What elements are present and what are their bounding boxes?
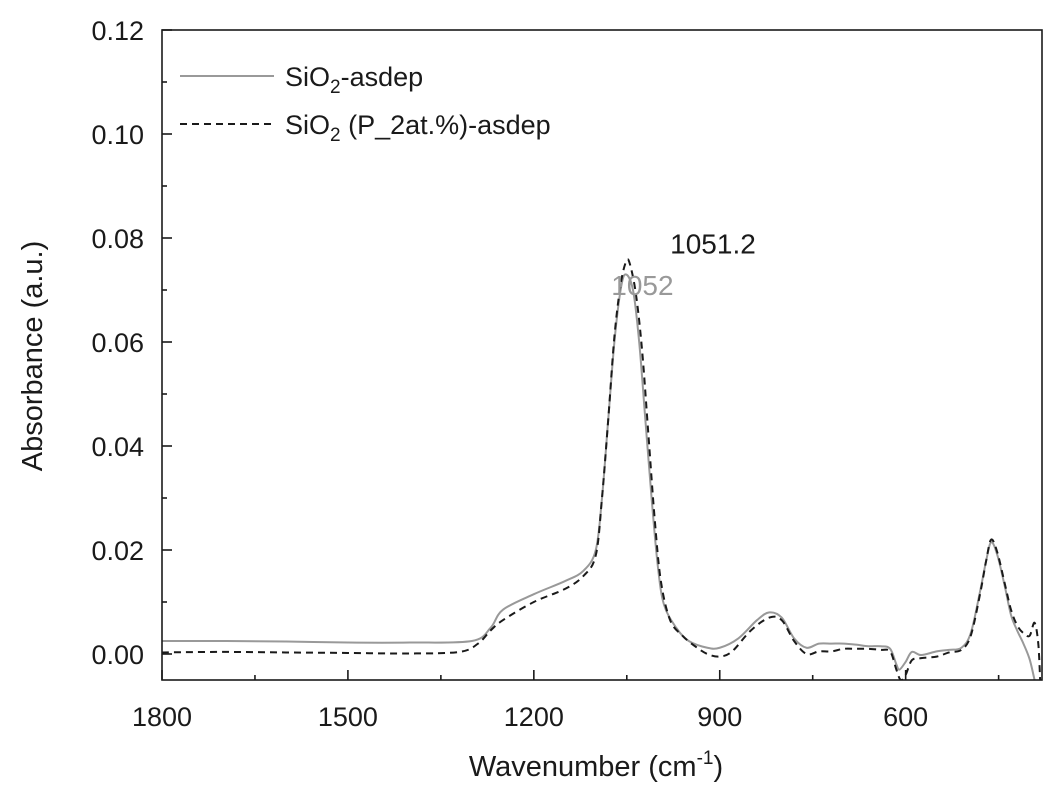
x-tick-label: 1800 (132, 702, 192, 732)
legend: SiO2-asdep SiO2 (P_2at.%)-asdep (180, 62, 551, 146)
y-tick-label: 0.08 (91, 224, 144, 254)
y-tick-label: 0.10 (91, 120, 144, 150)
peak-label-sio2-p-asdep: 1051.2 (670, 229, 756, 260)
x-axis-title: Wavenumber (cm-1) (469, 748, 723, 783)
plot-frame (161, 29, 1043, 681)
series-line-sio2-asdep (162, 273, 1036, 680)
peak-label-sio2-asdep: 1052 (611, 270, 673, 301)
y-tick-label: 0.04 (91, 432, 144, 462)
y-tick-label: 0.12 (91, 16, 144, 46)
y-tick-label: 0.00 (91, 640, 144, 670)
axis-ticks: 1800 1500 1200 900 600 0.00 0.02 0.04 0.06 0.08 0.… (91, 16, 1000, 732)
x-tick-label: 900 (697, 702, 742, 732)
legend-label-sio2-asdep: SiO2-asdep (285, 62, 423, 98)
x-tick-label: 600 (883, 702, 928, 732)
x-tick-label: 1200 (504, 702, 564, 732)
series-layer (162, 258, 1042, 680)
y-tick-label: 0.02 (91, 536, 144, 566)
series-line-sio2-p-asdep (162, 258, 1042, 680)
y-tick-label: 0.06 (91, 328, 144, 358)
legend-label-sio2-p-asdep: SiO2 (P_2at.%)-asdep (285, 110, 551, 146)
y-axis-title: Absorbance (a.u.) (17, 241, 49, 472)
peak-annotations: 1052 1051.2 (611, 229, 756, 302)
x-tick-label: 1500 (318, 702, 378, 732)
